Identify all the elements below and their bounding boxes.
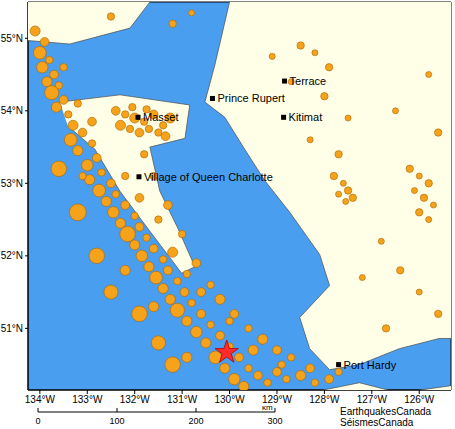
svg-text:54°N: 54°N [8, 105, 23, 116]
svg-text:134°W: 134°W [25, 394, 56, 405]
svg-text:55°N: 55°N [8, 33, 23, 44]
svg-text:SéismesCanada: SéismesCanada [340, 417, 414, 428]
svg-text:128°W: 128°W [309, 394, 340, 405]
svg-text:Prince Rupert: Prince Rupert [217, 92, 284, 104]
svg-text:km: km [262, 406, 273, 412]
svg-text:Masset: Masset [143, 111, 178, 123]
svg-text:52°N: 52°N [8, 250, 23, 261]
svg-text:130°W: 130°W [214, 394, 245, 405]
svg-text:Kitimat: Kitimat [289, 111, 323, 123]
svg-text:133°W: 133°W [72, 394, 103, 405]
svg-text:129°W: 129°W [262, 394, 293, 405]
svg-text:132°W: 132°W [120, 394, 151, 405]
svg-text:126°W: 126°W [404, 394, 435, 405]
svg-text:100: 100 [109, 416, 124, 426]
svg-text:Port Hardy: Port Hardy [344, 359, 397, 371]
svg-text:300: 300 [267, 416, 282, 426]
svg-text:53°N: 53°N [8, 178, 23, 189]
svg-text:EarthquakesCanada: EarthquakesCanada [340, 406, 432, 417]
svg-text:127°W: 127°W [357, 394, 388, 405]
svg-text:Terrace: Terrace [290, 75, 327, 87]
svg-text:Village of Queen Charlotte: Village of Queen Charlotte [144, 171, 273, 183]
svg-text:200: 200 [188, 416, 203, 426]
svg-text:51°N: 51°N [8, 323, 23, 334]
svg-text:0: 0 [35, 416, 40, 426]
svg-text:131°W: 131°W [167, 394, 198, 405]
